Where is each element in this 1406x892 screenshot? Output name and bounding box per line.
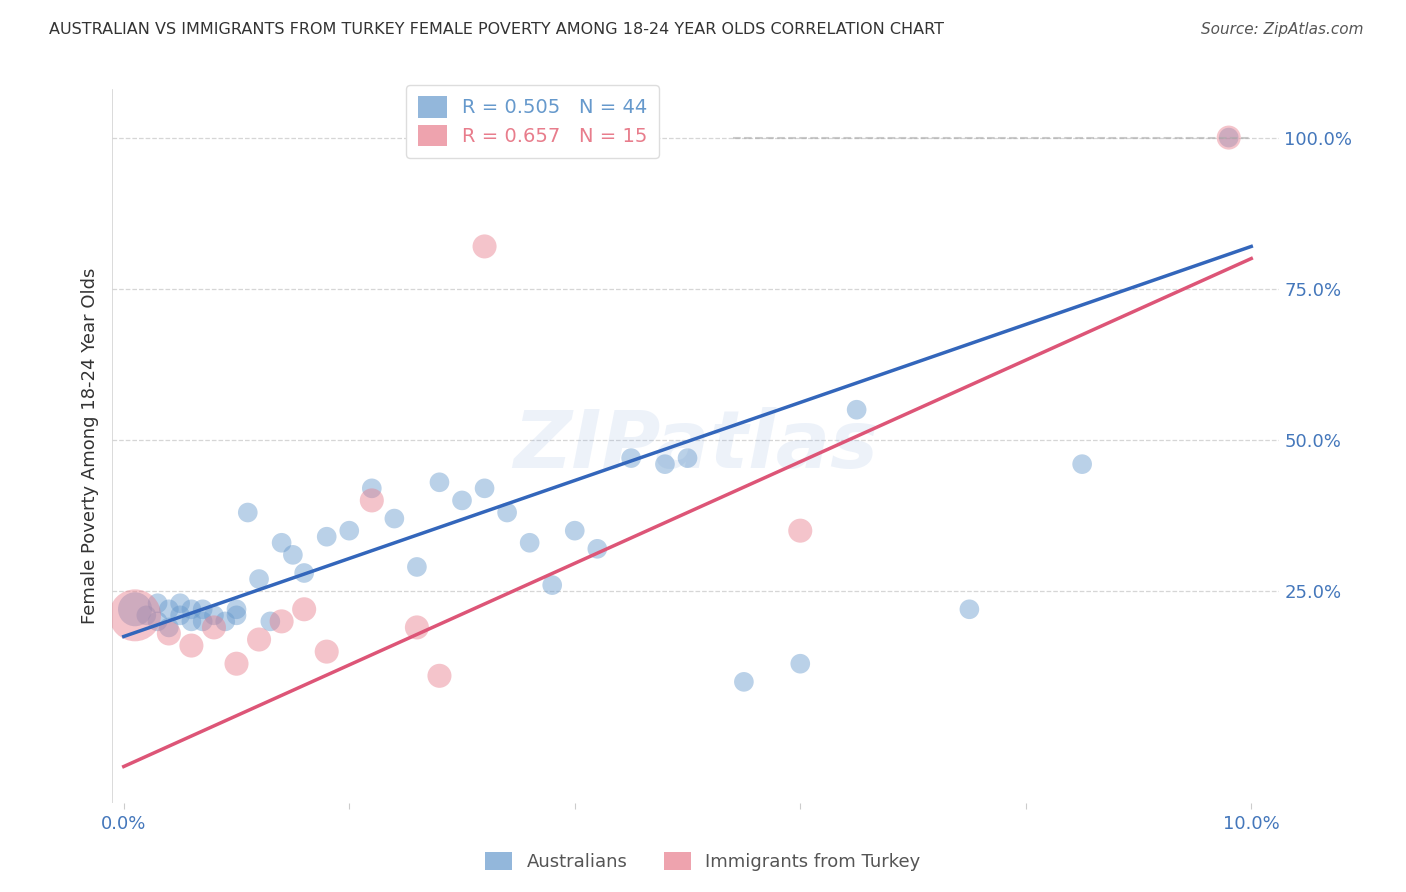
Point [124,608,146,623]
Point [1071,457,1094,471]
Point [541,578,564,592]
Point [496,506,519,520]
Point [451,493,474,508]
Point [225,608,247,623]
Point [292,566,315,580]
Point [360,493,382,508]
Legend: Australians, Immigrants from Turkey: Australians, Immigrants from Turkey [478,845,928,879]
Point [586,541,609,556]
Point [214,615,236,629]
Point [225,602,247,616]
Point [382,511,405,525]
Text: Source: ZipAtlas.com: Source: ZipAtlas.com [1201,22,1364,37]
Point [406,620,429,634]
Point [429,475,451,490]
Point [157,602,180,616]
Point [236,506,259,520]
Point [124,602,146,616]
Point [406,560,429,574]
Point [1218,130,1240,145]
Point [180,615,202,629]
Point [474,481,496,495]
Point [676,451,699,466]
Point [247,632,270,647]
Point [270,535,292,549]
Point [135,608,157,623]
Point [1218,130,1240,145]
Point [146,596,169,610]
Point [654,457,676,471]
Point [337,524,360,538]
Point [180,602,202,616]
Point [157,626,180,640]
Point [180,639,202,653]
Y-axis label: Female Poverty Among 18-24 Year Olds: Female Poverty Among 18-24 Year Olds [80,268,98,624]
Point [270,615,292,629]
Point [564,524,586,538]
Point [202,608,225,623]
Point [789,657,811,671]
Point [845,402,868,417]
Point [169,596,191,610]
Point [247,572,270,586]
Point [202,620,225,634]
Point [620,451,643,466]
Point [315,645,337,659]
Point [733,674,755,689]
Point [259,615,281,629]
Point [957,602,980,616]
Point [789,524,811,538]
Point [360,481,382,495]
Point [429,669,451,683]
Point [315,530,337,544]
Point [292,602,315,616]
Point [474,239,496,253]
Point [191,602,214,616]
Point [146,615,169,629]
Point [157,620,180,634]
Point [281,548,304,562]
Point [519,535,541,549]
Point [225,657,247,671]
Text: AUSTRALIAN VS IMMIGRANTS FROM TURKEY FEMALE POVERTY AMONG 18-24 YEAR OLDS CORREL: AUSTRALIAN VS IMMIGRANTS FROM TURKEY FEM… [49,22,945,37]
Legend: R = 0.505   N = 44, R = 0.657   N = 15: R = 0.505 N = 44, R = 0.657 N = 15 [406,85,659,158]
Text: ZIPatlas: ZIPatlas [513,407,879,485]
Point [191,615,214,629]
Point [169,608,191,623]
